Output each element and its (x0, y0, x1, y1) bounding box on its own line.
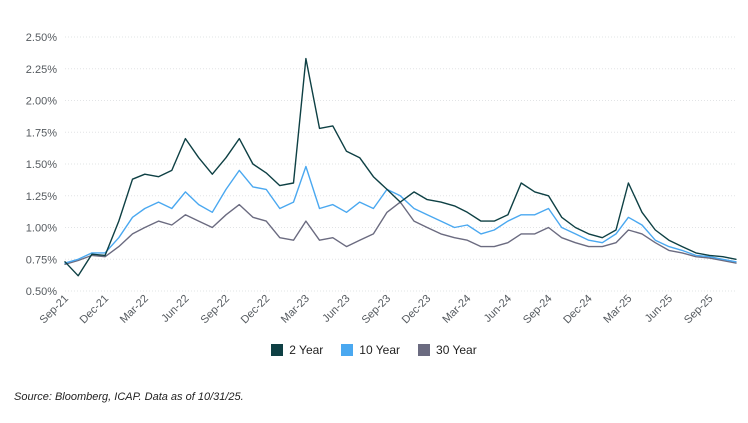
legend-swatch-2-year (271, 344, 284, 356)
legend-label-2-year: 2 Year (289, 343, 324, 357)
y-tick-label: 1.00% (26, 223, 57, 235)
x-tick-label: Dec-22 (239, 293, 273, 327)
x-tick-label: Jun-23 (320, 293, 352, 325)
legend-label-10-year: 10 Year (359, 343, 401, 357)
source-note: Source: Bloomberg, ICAP. Data as of 10/3… (14, 391, 244, 403)
y-tick-label: 1.75% (26, 127, 57, 139)
legend-swatch-10-year (341, 344, 354, 356)
grid (65, 36, 736, 292)
x-tick-label: Sep-25 (682, 293, 716, 327)
legend-swatch-30-year (418, 344, 431, 356)
y-tick-label: 0.50% (26, 286, 57, 298)
legend-label-30-year: 30 Year (436, 343, 477, 357)
x-tick-label: Sep-23 (360, 293, 394, 327)
x-tick-label: Dec-21 (78, 293, 112, 327)
x-tick-label: Sep-24 (521, 293, 555, 327)
x-tick-label: Dec-24 (561, 293, 595, 327)
series-line-30-year (64, 201, 737, 265)
y-tick-label: 2.25% (26, 64, 57, 76)
legend: 2 Year 10 Year 30 Year (0, 343, 748, 357)
x-tick-label: Jun-22 (159, 293, 191, 325)
legend-item-10-year: 10 Year (341, 343, 400, 357)
series-line-10-year (64, 165, 737, 264)
chart: 2.50% 2.25% 2.00% 1.75% 1.50% 1.25% 1.00% 0.75%… (26, 32, 737, 327)
y-tick-label: 2.00% (26, 96, 57, 108)
y-tick-label: 1.25% (26, 191, 57, 203)
series-lines (64, 57, 737, 277)
x-tick-label: Mar-25 (601, 293, 634, 326)
x-tick-label: Jun-25 (643, 293, 675, 325)
x-tick-label: Mar-22 (118, 293, 151, 326)
x-axis: Sep-21 Dec-21 Mar-22 Jun-22 Sep-22 Dec-22 Mar-… (38, 293, 716, 327)
x-tick-label: Dec-23 (400, 293, 434, 327)
series-line-2-year (64, 57, 737, 277)
y-tick-label: 1.50% (26, 159, 57, 171)
legend-item-30-year: 30 Year (418, 343, 477, 357)
y-tick-label: 2.50% (26, 32, 57, 44)
legend-item-2-year: 2 Year (271, 343, 323, 357)
x-tick-label: Mar-23 (279, 293, 312, 326)
x-tick-label: Mar-24 (440, 293, 473, 326)
y-tick-label: 0.75% (26, 254, 57, 266)
x-tick-label: Jun-24 (482, 293, 514, 325)
x-tick-label: Sep-22 (199, 293, 233, 327)
y-axis: 2.50% 2.25% 2.00% 1.75% 1.50% 1.25% 1.00% 0.75%… (26, 32, 57, 298)
